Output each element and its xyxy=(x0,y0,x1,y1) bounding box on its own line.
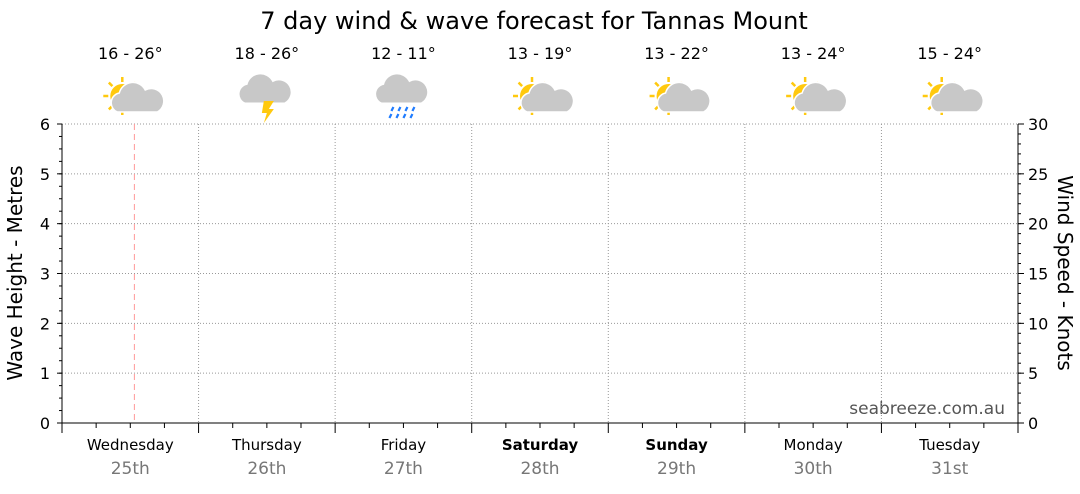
chart-title: 7 day wind & wave forecast for Tannas Mo… xyxy=(260,7,808,35)
rain-drop xyxy=(388,113,393,119)
cloud xyxy=(238,72,293,104)
sun-ray xyxy=(790,81,797,87)
day-temperature: 13 - 19° xyxy=(508,44,573,63)
sun-ray xyxy=(107,81,114,87)
cloud xyxy=(374,72,429,104)
sun-ray xyxy=(654,81,660,87)
rain-drop xyxy=(404,106,409,112)
watermark: seabreeze.com.au xyxy=(849,399,1005,419)
partly-cloudy-icon xyxy=(103,77,165,115)
y-left-tick-label: 2 xyxy=(40,314,50,333)
cloud xyxy=(929,81,984,113)
x-tick-label-day: Thursday xyxy=(231,436,302,454)
day-temperature: 13 - 24° xyxy=(781,44,846,63)
rain-icon xyxy=(374,72,429,119)
y-right-tick-label: 5 xyxy=(1028,364,1038,383)
partly-cloudy-icon xyxy=(786,77,848,115)
y-right-tick-label: 20 xyxy=(1028,215,1048,234)
x-tick-label-date: 25th xyxy=(111,459,150,479)
sun-ray xyxy=(927,81,933,87)
day-temperature: 15 - 24° xyxy=(917,44,982,63)
cloud xyxy=(793,81,848,113)
x-tick-label-date: 29th xyxy=(657,459,696,479)
y-right-tick-label: 10 xyxy=(1028,314,1048,333)
y-right-tick-label: 15 xyxy=(1028,265,1048,284)
x-tick-label-day: Friday xyxy=(381,436,427,454)
x-tick-label-day: Sunday xyxy=(645,436,708,454)
x-tick-label-date: 26th xyxy=(247,459,286,479)
y-right-tick-label: 0 xyxy=(1028,414,1038,433)
rain-drop xyxy=(411,106,416,112)
day-temperature: 18 - 26° xyxy=(235,44,300,63)
x-tick-label-day: Monday xyxy=(784,436,843,454)
x-tick-label-date: 30th xyxy=(794,459,833,479)
x-tick-label-day: Tuesday xyxy=(918,436,980,454)
sun-ray xyxy=(517,81,523,87)
y-left-tick-label: 3 xyxy=(40,265,50,284)
y-left-tick-label: 1 xyxy=(40,364,50,383)
x-tick-label-date: 27th xyxy=(384,459,423,479)
day-temperature: 12 - 11° xyxy=(371,44,436,63)
x-tick-label-day: Saturday xyxy=(502,436,579,454)
lightning-bolt xyxy=(261,101,274,123)
y-left-tick-label: 5 xyxy=(40,165,50,184)
rain-drop xyxy=(409,113,414,119)
y-right-tick-label: 30 xyxy=(1028,115,1048,134)
partly-cloudy-icon xyxy=(922,77,984,115)
day-temperature: 13 - 22° xyxy=(644,44,709,63)
rain-drop xyxy=(397,106,402,112)
x-tick-label-date: 31st xyxy=(931,459,968,479)
cloud xyxy=(520,81,575,113)
y-axis-right-label: Wind Speed - Knots xyxy=(1053,175,1077,371)
y-right-tick-label: 25 xyxy=(1028,165,1048,184)
partly-cloudy-icon xyxy=(649,77,711,115)
x-tick-label-day: Wednesday xyxy=(87,436,174,454)
cloud xyxy=(110,81,165,113)
thunderstorm-icon xyxy=(238,72,293,123)
y-axis-left-label: Wave Height - Metres xyxy=(3,165,27,380)
y-left-tick-label: 4 xyxy=(40,215,50,234)
day-temperature: 16 - 26° xyxy=(98,44,163,63)
x-tick-label-date: 28th xyxy=(520,459,559,479)
rain-drop xyxy=(395,113,400,119)
partly-cloudy-icon xyxy=(513,77,575,115)
cloud xyxy=(656,81,711,113)
y-left-tick-label: 0 xyxy=(40,414,50,433)
y-left-tick-label: 6 xyxy=(40,115,50,134)
rain-drop xyxy=(390,106,395,112)
rain-drop xyxy=(402,113,407,119)
